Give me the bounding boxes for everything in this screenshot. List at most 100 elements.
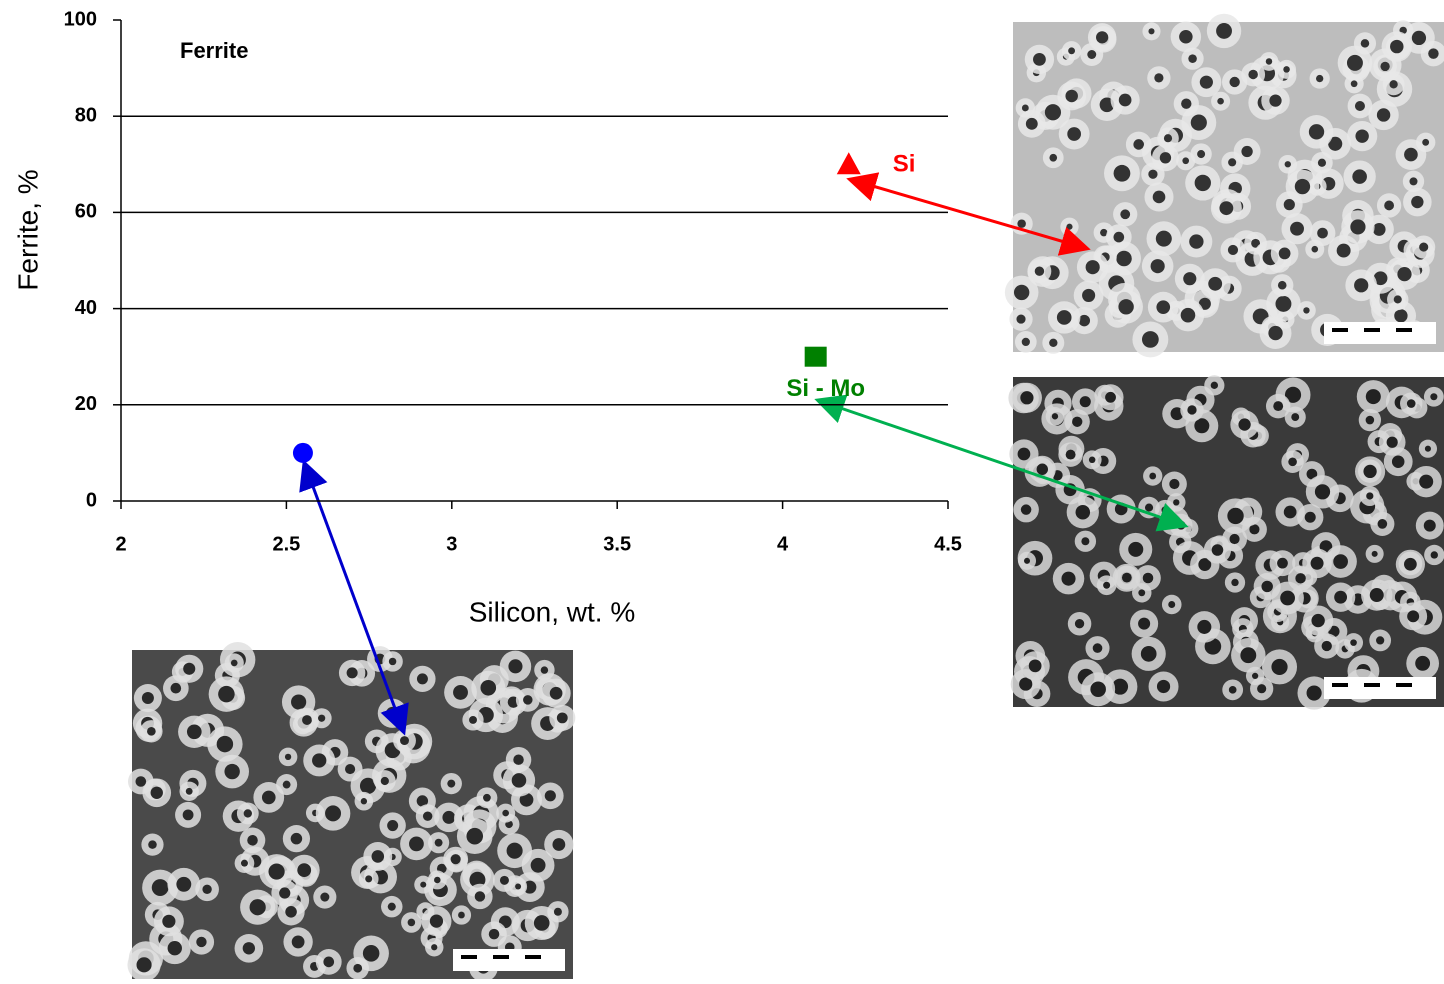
nodule-core bbox=[359, 777, 377, 794]
nodule-core bbox=[1096, 31, 1109, 44]
x-axis-label: Silicon, wt. % bbox=[469, 596, 636, 627]
nodule-core bbox=[469, 871, 486, 888]
nodule-core bbox=[1265, 58, 1273, 65]
y-tick-label: 80 bbox=[75, 104, 97, 126]
nodule-core bbox=[1182, 157, 1190, 165]
nodule-core bbox=[511, 773, 527, 788]
nodule-core bbox=[240, 859, 248, 867]
nodule-core bbox=[1321, 640, 1332, 652]
nodule-core bbox=[1404, 147, 1418, 162]
nodule-core bbox=[1376, 108, 1391, 122]
nodule-core bbox=[1269, 94, 1282, 107]
nodule-core bbox=[1133, 139, 1144, 150]
x-tick-label: 4 bbox=[777, 533, 789, 555]
nodule-core bbox=[1021, 104, 1029, 112]
nodule-core bbox=[1273, 401, 1284, 412]
nodule-core bbox=[353, 963, 363, 973]
nodule-core bbox=[1141, 331, 1159, 348]
nodule-core bbox=[1290, 221, 1304, 236]
nodule-core bbox=[318, 714, 326, 722]
nodule-core bbox=[1092, 643, 1103, 653]
nodule-core bbox=[1268, 325, 1283, 341]
nodule-core bbox=[1333, 554, 1348, 569]
nodule-core bbox=[1231, 578, 1239, 587]
nodule-core bbox=[150, 786, 163, 799]
nodule-core bbox=[1087, 50, 1097, 59]
nodule-core bbox=[1065, 89, 1078, 103]
nodule-core bbox=[1283, 199, 1295, 211]
nodule-core bbox=[1428, 48, 1439, 59]
nodule-core bbox=[523, 695, 533, 705]
nodule-core bbox=[1280, 590, 1295, 606]
scale-box bbox=[453, 949, 565, 971]
micrographs bbox=[127, 13, 1444, 982]
nodule-core bbox=[1217, 97, 1224, 105]
nodule-core bbox=[1128, 541, 1144, 557]
nodule-core bbox=[1283, 505, 1297, 519]
nodule-core bbox=[1423, 519, 1436, 532]
scale-box bbox=[1324, 677, 1436, 699]
nodule-core bbox=[416, 795, 429, 807]
nodule-core bbox=[1365, 389, 1381, 405]
nodule-core bbox=[1430, 551, 1438, 559]
nodule-core bbox=[162, 914, 176, 928]
nodule-core bbox=[1406, 399, 1416, 408]
nodule-core bbox=[1407, 610, 1420, 623]
nodule-core bbox=[1424, 445, 1431, 452]
nodule-core bbox=[224, 763, 240, 780]
y-axis-label: Ferrite, % bbox=[12, 169, 43, 290]
scale-box bbox=[1324, 322, 1436, 344]
nodule-core bbox=[1354, 278, 1369, 293]
nodule-core bbox=[151, 879, 169, 896]
nodule-core bbox=[1308, 124, 1325, 140]
nodule-core bbox=[1142, 572, 1154, 584]
nodule-core bbox=[1314, 484, 1331, 500]
nodule-core bbox=[1204, 638, 1222, 655]
y-tick-label: 0 bbox=[86, 489, 97, 511]
nodule-core bbox=[1121, 572, 1132, 583]
nodule-core bbox=[1116, 250, 1132, 267]
nodule-core bbox=[1036, 463, 1049, 475]
nodule-core bbox=[1103, 581, 1111, 589]
nodule-core bbox=[1284, 161, 1291, 168]
nodule-core bbox=[1295, 573, 1306, 584]
y-tick-label: 20 bbox=[75, 393, 97, 415]
nodule-core bbox=[1238, 418, 1251, 431]
nodule-core bbox=[556, 712, 568, 724]
nodule-core bbox=[291, 694, 307, 710]
nodule-core bbox=[1288, 457, 1297, 467]
nodule-core bbox=[302, 715, 312, 725]
nodule-core bbox=[458, 911, 465, 919]
nodule-core bbox=[1154, 73, 1164, 83]
nodule-core bbox=[371, 850, 385, 863]
nodule-core bbox=[1150, 259, 1165, 274]
nodule-core bbox=[552, 838, 566, 851]
nodule-core bbox=[147, 726, 156, 736]
nodule-core bbox=[1197, 619, 1212, 634]
nodule-core bbox=[1228, 158, 1237, 167]
nodule-core bbox=[1148, 169, 1158, 179]
nodule-core bbox=[312, 753, 327, 768]
nodule-core bbox=[1187, 405, 1197, 415]
micrograph bbox=[1004, 13, 1444, 358]
nodule-core bbox=[1291, 413, 1300, 421]
nodule-core bbox=[1208, 276, 1223, 291]
nodule-core bbox=[1363, 464, 1377, 479]
nodule-core bbox=[1304, 511, 1316, 523]
nodule-core bbox=[249, 899, 266, 916]
nodule-core bbox=[1249, 524, 1260, 535]
nodule-core bbox=[540, 666, 549, 674]
nodule-core bbox=[167, 941, 182, 956]
x-tick-label: 2 bbox=[115, 533, 126, 555]
nodule-core bbox=[1188, 54, 1197, 63]
nodule-core bbox=[1411, 195, 1424, 209]
nodule-core bbox=[1113, 164, 1131, 182]
nodule-core bbox=[282, 780, 291, 789]
nodule-core bbox=[1156, 300, 1171, 314]
nodule-core bbox=[1389, 80, 1398, 89]
nodule-core bbox=[1229, 533, 1240, 545]
nodule-core bbox=[1271, 658, 1288, 676]
nodule-core bbox=[1156, 679, 1171, 694]
